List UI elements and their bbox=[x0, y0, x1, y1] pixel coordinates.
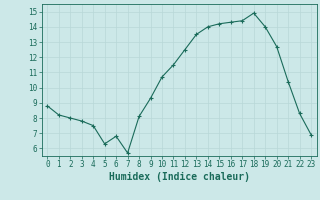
X-axis label: Humidex (Indice chaleur): Humidex (Indice chaleur) bbox=[109, 172, 250, 182]
